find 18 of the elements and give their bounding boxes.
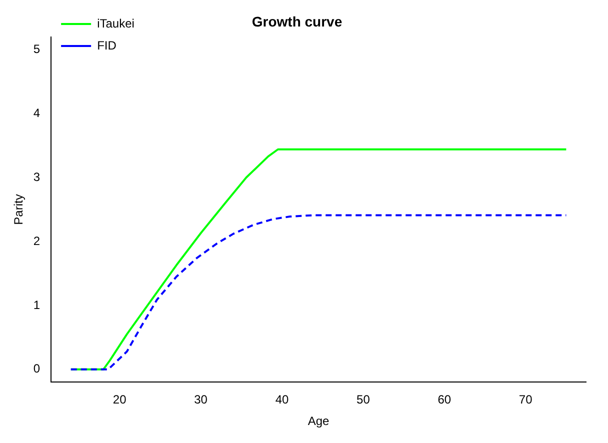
x-tick-label: 40 [275, 392, 289, 407]
y-tick-label: 2 [33, 234, 40, 248]
y-tick-label: 5 [33, 42, 40, 56]
legend-label: iTaukei [97, 16, 134, 30]
y-tick-label: 3 [33, 170, 40, 184]
legend-label: FID [97, 38, 117, 52]
x-tick-label: 60 [438, 392, 452, 407]
line-series [70, 214, 568, 370]
y-tick-label: 4 [33, 106, 40, 120]
y-axis-title: Parity [12, 194, 26, 225]
y-tick-label: 0 [33, 362, 40, 376]
x-tick-label: 30 [194, 392, 208, 407]
y-tick-label: 1 [33, 298, 40, 312]
x-tick-label: 70 [518, 392, 533, 407]
x-axis-title: Age [308, 414, 330, 428]
x-tick-label: 50 [356, 392, 370, 407]
x-tick-label: 20 [112, 392, 127, 407]
chart-title: Growth curve [252, 13, 342, 30]
